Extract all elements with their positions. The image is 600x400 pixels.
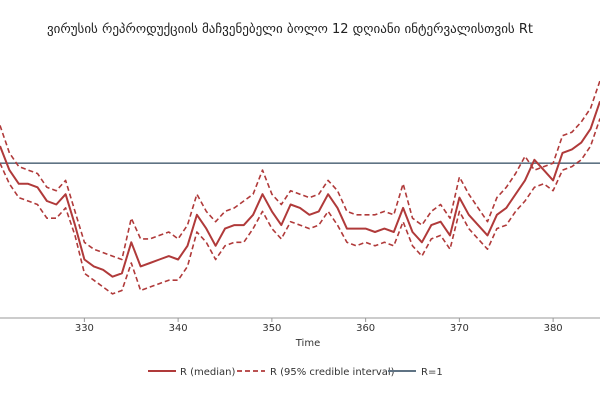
series-upper-credible-bound	[0, 80, 600, 261]
legend-label-credible-interval: R (95% credible interval)	[270, 367, 395, 378]
x-tick-label: 370	[450, 323, 469, 334]
x-tick-label: 330	[75, 323, 94, 334]
x-tick-label: 350	[262, 323, 281, 334]
series-median	[0, 100, 600, 278]
chart-title: ვირუსის რეპროდუქციის მაჩვენებელი ბოლო 12…	[47, 22, 533, 37]
x-axis-label: Time	[295, 338, 320, 349]
legend: R (median) R (95% credible interval) R=1	[148, 367, 443, 378]
series-lower-credible-bound	[0, 118, 600, 295]
x-axis: 330 340 350 360 370 380	[0, 317, 600, 334]
legend-label-reference: R=1	[421, 367, 443, 378]
x-tick-label: 360	[356, 323, 375, 334]
x-tick-label: 380	[544, 323, 563, 334]
x-tick-label: 340	[169, 323, 188, 334]
legend-label-median: R (median)	[180, 367, 236, 378]
plot-area	[0, 80, 600, 295]
